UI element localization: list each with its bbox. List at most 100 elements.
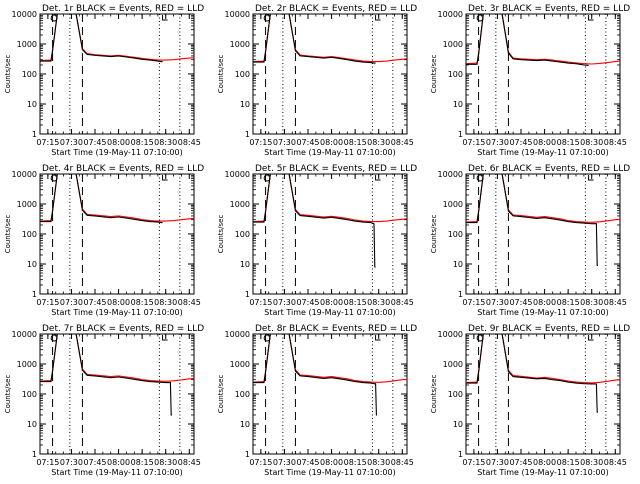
y-tick-label: 10 [27, 100, 37, 109]
y-tick-label: 1 [32, 450, 37, 459]
x-tick-label: 07:45 [509, 298, 532, 307]
chart-title: Det. 7r BLACK = Events, RED = LLD [42, 324, 204, 334]
y-tick-label: 100 [235, 390, 250, 399]
x-tick-label: 08:15 [131, 298, 154, 307]
y-axis-label: Counts/sec [217, 55, 225, 94]
x-tick-label: 08:00 [533, 458, 556, 467]
chart-panel-8: Det. 8r BLACK = Events, RED = LLD 1 10 100 1… [217, 324, 417, 477]
x-tick-label: 08:45 [178, 458, 201, 467]
x-tick-label: 07:15 [36, 298, 59, 307]
x-tick-label: 07:45 [509, 138, 532, 147]
x-axis-label: Start Time (19-May-11 07:10:00) [477, 308, 608, 317]
series-line-lld [466, 334, 620, 384]
x-tick-label: 07:45 [509, 458, 532, 467]
series-group [253, 174, 407, 268]
x-tick-label: 07:45 [296, 138, 319, 147]
chart-title: Det. 8r BLACK = Events, RED = LLD [255, 324, 417, 334]
plot-frame [39, 173, 195, 295]
x-tick-label: 07:15 [249, 458, 272, 467]
x-axis-label: Start Time (19-May-11 07:10:00) [477, 468, 608, 477]
x-tick-label: 07:30 [486, 298, 509, 307]
x-tick-label: 08:00 [533, 138, 556, 147]
saa-end-marker [588, 175, 594, 181]
y-tick-label: 1 [245, 130, 250, 139]
y-axis-label: Counts/sec [217, 375, 225, 414]
series-group [466, 174, 620, 266]
x-tick-label: 08:00 [320, 458, 343, 467]
y-tick-label: 1 [32, 290, 37, 299]
series-line-events [466, 174, 598, 266]
x-tick-label: 08:00 [320, 138, 343, 147]
y-tick-label: 1 [32, 130, 37, 139]
y-tick-label: 10000 [438, 10, 463, 19]
x-tick-label: 08:45 [604, 138, 627, 147]
y-axis-label: Counts/sec [430, 375, 438, 414]
saa-end-marker [375, 15, 381, 21]
x-tick-label: 08:00 [107, 458, 130, 467]
x-tick-label: 08:45 [391, 298, 414, 307]
y-axis-label: Counts/sec [430, 215, 438, 254]
series-line-lld [40, 14, 194, 62]
x-tick-label: 08:15 [344, 138, 367, 147]
series-line-lld [253, 334, 407, 383]
series-group [40, 174, 194, 224]
series-group [40, 14, 194, 63]
series-line-lld [40, 174, 194, 222]
y-tick-label: 10 [27, 260, 37, 269]
saa-end-marker [162, 335, 168, 341]
y-tick-label: 1000 [17, 40, 37, 49]
y-tick-label: 10 [240, 100, 250, 109]
x-tick-label: 07:30 [486, 138, 509, 147]
x-tick-label: 08:00 [320, 298, 343, 307]
series-group [253, 14, 407, 64]
x-tick-label: 07:15 [462, 138, 485, 147]
y-tick-label: 10 [27, 420, 37, 429]
x-tick-label: 08:30 [367, 458, 390, 467]
x-axis-label: Start Time (19-May-11 07:10:00) [51, 468, 182, 477]
chart-title: Det. 6r BLACK = Events, RED = LLD [468, 164, 630, 174]
series-line-lld [466, 14, 620, 65]
chart-title: Det. 5r BLACK = Events, RED = LLD [255, 164, 417, 174]
y-tick-label: 10 [453, 420, 463, 429]
x-tick-label: 08:00 [533, 298, 556, 307]
y-axis-label: Counts/sec [217, 215, 225, 254]
y-tick-label: 1000 [230, 360, 250, 369]
y-tick-label: 1 [458, 130, 463, 139]
chart-panel-1: Det. 1r BLACK = Events, RED = LLD 1 10 100 1… [4, 4, 204, 157]
y-axis-label: Counts/sec [4, 215, 12, 254]
x-axis-label: Start Time (19-May-11 07:10:00) [477, 148, 608, 157]
y-tick-label: 1000 [443, 40, 463, 49]
y-tick-label: 100 [22, 70, 37, 79]
x-tick-label: 07:15 [36, 138, 59, 147]
x-tick-label: 07:30 [60, 298, 83, 307]
series-line-lld [466, 174, 620, 223]
x-tick-label: 08:15 [557, 298, 580, 307]
series-line-lld [40, 334, 194, 382]
chart-panel-2: Det. 2r BLACK = Events, RED = LLD 1 10 100 1… [217, 4, 417, 157]
x-axis-label: Start Time (19-May-11 07:10:00) [51, 148, 182, 157]
chart-panel-7: Det. 7r BLACK = Events, RED = LLD 1 10 100 1… [4, 324, 204, 477]
y-tick-label: 100 [235, 70, 250, 79]
chart-title: Det. 2r BLACK = Events, RED = LLD [255, 4, 417, 14]
saa-end-marker [375, 175, 381, 181]
saa-end-marker [162, 175, 168, 181]
y-tick-label: 10 [453, 260, 463, 269]
y-tick-label: 10000 [225, 170, 250, 179]
x-tick-label: 07:15 [462, 298, 485, 307]
y-axis-label: Counts/sec [430, 55, 438, 94]
x-tick-label: 07:15 [36, 458, 59, 467]
plot-frame [465, 13, 621, 135]
chart-panel-6: Det. 6r BLACK = Events, RED = LLD 1 10 100 1… [430, 164, 630, 317]
y-tick-label: 1 [458, 450, 463, 459]
y-tick-label: 100 [235, 230, 250, 239]
y-tick-label: 1 [245, 450, 250, 459]
chart-title: Det. 3r BLACK = Events, RED = LLD [468, 4, 630, 14]
y-tick-label: 10000 [438, 170, 463, 179]
series-line-events [253, 14, 376, 64]
chart-panel-9: Det. 9r BLACK = Events, RED = LLD 1 10 100 1… [430, 324, 630, 477]
plot-frame [252, 333, 408, 455]
x-tick-label: 07:15 [249, 138, 272, 147]
x-tick-label: 08:30 [580, 138, 603, 147]
